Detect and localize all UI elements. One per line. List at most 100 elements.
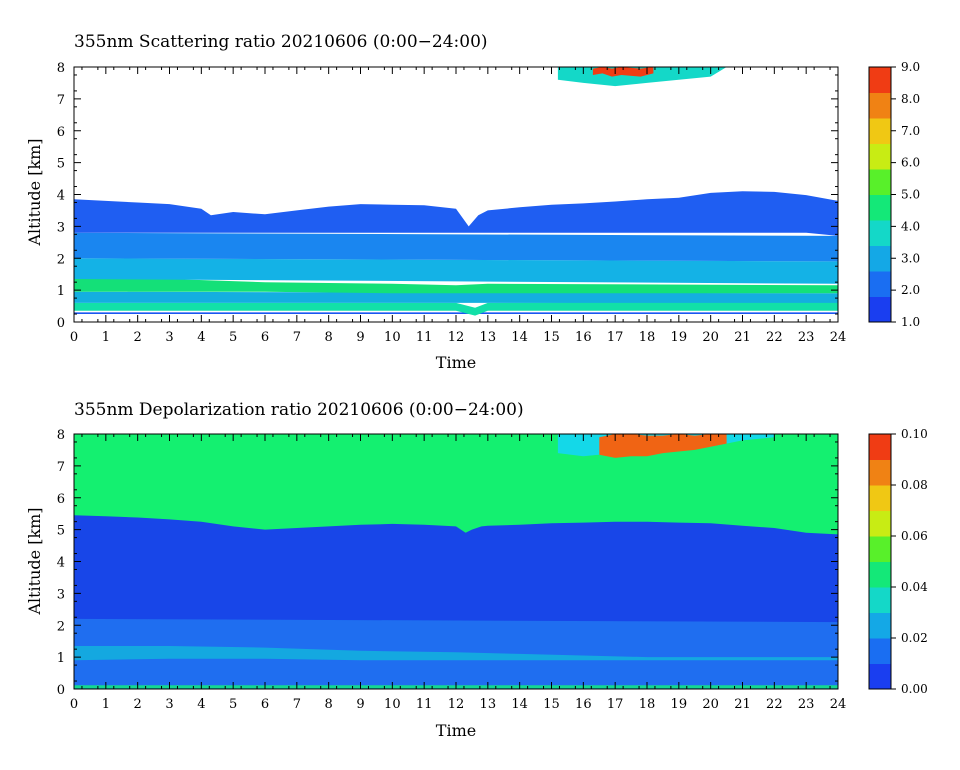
y-axis-label: Altitude [km] [25,138,44,246]
y-tick-label: 7 [57,460,65,475]
data-layer-band-1km [74,646,838,661]
y-tick-label: 3 [57,587,65,602]
panel-scattering: 355nm Scattering ratio 20210606 (0:00−24… [25,32,920,372]
y-tick-label: 8 [57,61,65,76]
x-tick-label: 20 [702,697,719,712]
colorbar: 1.0 2.0 3.0 4.0 5.0 6.0 7.0 8.0 9.0 [868,60,920,329]
colorbar-segment [869,434,891,460]
x-tick-label: 22 [766,697,783,712]
panel-title: 355nm Depolarization ratio 20210606 (0:0… [74,400,524,420]
x-tick-label: 0 [70,697,78,712]
data-layer-aerosol-1.4-2km [74,258,838,284]
colorbar-segment [869,561,891,588]
colorbar-tick-label: 8.0 [901,92,920,106]
colorbar-segment [869,587,891,613]
x-tick-label: 23 [798,697,815,712]
y-axis-label: Altitude [km] [25,507,44,615]
x-tick-label: 5 [229,697,237,712]
x-tick-label: 24 [830,697,847,712]
x-tick-label: 11 [416,697,433,712]
y-tick-label: 0 [57,316,65,331]
x-tick-label: 12 [448,330,465,345]
y-tick-label: 2 [57,619,65,634]
x-tick-label: 0 [70,330,78,345]
data-layer-aerosol-top [74,191,838,236]
x-tick-label: 24 [830,330,847,345]
colorbar-segment [869,663,891,690]
colorbar-tick-label: 0.00 [901,682,928,696]
x-tick-label: 22 [766,330,783,345]
y-tick-label: 0 [57,683,65,698]
colorbar-tick-label: 7.0 [901,124,920,138]
x-tick-label: 4 [197,697,205,712]
colorbar-tick-label: 2.0 [901,283,920,297]
x-tick-label: 7 [293,330,301,345]
y-tick-label: 5 [57,157,65,172]
x-tick-label: 20 [702,330,719,345]
x-tick-label: 8 [325,697,333,712]
colorbar-segment [869,612,891,639]
y-tick-label: 4 [57,556,65,571]
x-tick-label: 4 [197,330,205,345]
colorbar-segment [869,245,891,272]
y-tick-label: 6 [57,125,65,140]
colorbar: 0.00 0.02 0.04 0.06 0.08 0.10 [868,427,928,696]
colorbar-tick-label: 6.0 [901,156,920,170]
colorbar-tick-label: 0.10 [901,427,928,441]
x-tick-label: 16 [575,697,592,712]
colorbar-segment [869,92,891,119]
x-tick-label: 17 [607,697,624,712]
colorbar-segment [869,459,891,486]
colorbar-tick-label: 5.0 [901,188,920,202]
x-tick-label: 11 [416,330,433,345]
panel-depolarization: 355nm Depolarization ratio 20210606 (0:0… [25,400,928,740]
y-tick-label: 1 [57,651,65,666]
y-tick-label: 7 [57,93,65,108]
colorbar-tick-label: 0.06 [901,529,928,543]
colorbar-segment [869,143,891,170]
x-tick-label: 10 [384,697,401,712]
colorbar-segment [869,638,891,664]
colorbar-frame [868,433,892,690]
x-tick-label: 5 [229,330,237,345]
y-tick-label: 3 [57,220,65,235]
y-tick-label: 5 [57,524,65,539]
x-tick-label: 10 [384,330,401,345]
x-tick-label: 13 [480,697,497,712]
data-layer-cloud-depol-core [599,434,727,458]
x-tick-label: 3 [165,697,173,712]
x-tick-label: 19 [671,330,688,345]
data-layer-aerosol-0-1km [74,291,838,303]
x-tick-label: 6 [261,697,269,712]
data-layer-aerosol-1-1.4km [74,279,838,294]
colorbar-segment [869,220,891,246]
x-tick-label: 14 [511,330,528,345]
x-tick-label: 12 [448,697,465,712]
x-tick-label: 8 [325,330,333,345]
x-tick-label: 14 [511,697,528,712]
x-tick-label: 23 [798,330,815,345]
panel-title: 355nm Scattering ratio 20210606 (0:00−24… [74,32,488,52]
colorbar-tick-label: 3.0 [901,251,920,265]
colorbar-tick-label: 0.02 [901,631,928,645]
colorbar-segment [869,118,891,144]
colorbar-tick-label: 0.08 [901,478,928,492]
y-tick-label: 2 [57,252,65,267]
x-tick-label: 21 [734,697,751,712]
colorbar-segment [869,67,891,93]
plot-area: 0 1 2 3 4 5 6 7 8 9 10 11 12 13 14 15 16 17 18 19 20 21 22 23 24… [57,428,847,712]
y-tick-label: 4 [57,189,65,204]
x-tick-label: 15 [543,697,560,712]
x-tick-label: 18 [639,330,656,345]
colorbar-segment [869,169,891,195]
colorbar-tick-label: 4.0 [901,219,920,233]
colorbar-segment [869,271,891,297]
x-axis-label: Time [436,353,476,372]
x-axis-label: Time [436,721,476,740]
x-tick-label: 18 [639,697,656,712]
data-layer-boundary-layer [74,301,838,316]
colorbar-tick-label: 0.04 [901,580,928,594]
colorbar-segment [869,194,891,221]
x-tick-label: 19 [671,697,688,712]
